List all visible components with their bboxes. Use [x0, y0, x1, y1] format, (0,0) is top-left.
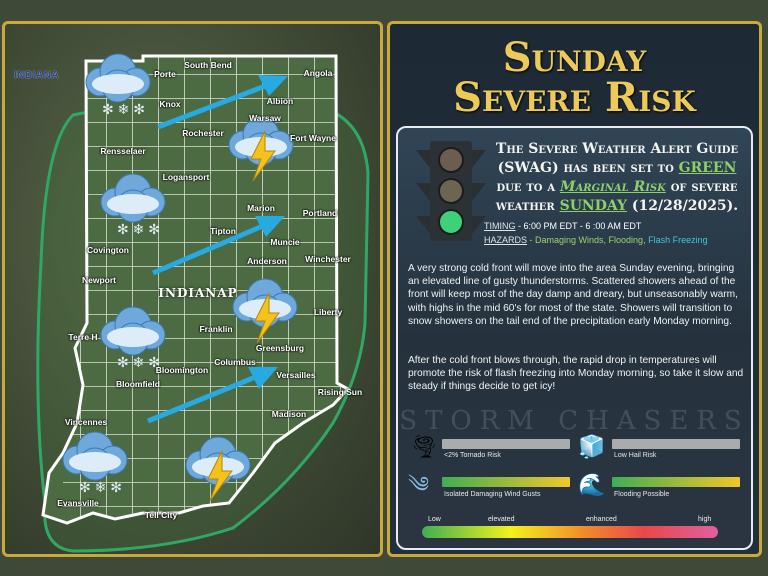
info-card: STORM CHASERS The Severe Weather Alert G…: [396, 126, 753, 550]
tornado-risk-label: <2% Tornado Risk: [444, 452, 501, 459]
thunderstorm-cloud-icon: [185, 436, 251, 502]
indiana-map: ✻ ❄ ✻ ✻ ❄ ✻ ✻ ❄ ✻ ✻ ❄ ✻: [36, 53, 370, 553]
city-label: Albion: [266, 96, 294, 106]
city-label: Versailles: [276, 370, 316, 380]
city-label: Logansport: [162, 172, 210, 182]
scale-high: high: [698, 516, 712, 523]
city-label: Knox: [159, 99, 181, 109]
map-panel: ✻ ❄ ✻ ✻ ❄ ✻ ✻ ❄ ✻ ✻ ❄ ✻ INDIANA INDIANAP So…: [2, 21, 383, 557]
indiana-logo: INDIANA: [14, 70, 60, 81]
traffic-light-icon: [416, 141, 486, 241]
snow-cloud-icon: ✻ ❄ ✻: [62, 431, 128, 495]
city-label: Winchester: [305, 254, 351, 264]
thunderstorm-cloud-icon: [232, 278, 298, 344]
city-label: Covington: [86, 245, 130, 255]
city-label: Greensburg: [255, 343, 305, 353]
snow-cloud-icon: ✻ ❄ ✻ ✻ ❄ ✻ ✻ ❄ ✻ ✻ ❄ ✻: [62, 53, 166, 495]
svg-text:✻ ❄ ✻: ✻ ❄ ✻: [117, 221, 160, 237]
risk-day: SUNDAY: [559, 198, 628, 214]
city-label: Bloomington: [155, 365, 209, 375]
city-label: Tipton: [210, 226, 236, 236]
hail-icon: 🧊: [578, 434, 606, 459]
storm-chasers-watermark: STORM CHASERS: [399, 406, 750, 436]
city-label: Tell City: [144, 510, 178, 520]
snow-cloud-icon: ✻ ❄ ✻: [85, 53, 151, 117]
city-label: Marion: [247, 203, 275, 213]
flood-risk-bar: [612, 477, 740, 487]
city-label: Vincennes: [64, 417, 108, 427]
title-line-1: Sunday: [502, 34, 647, 81]
svg-text:✻ ❄ ✻: ✻ ❄ ✻: [102, 101, 145, 117]
scale-enhanced: enhanced: [586, 516, 617, 523]
hail-risk-label: Low Hail Risk: [614, 452, 657, 459]
svg-text:✻ ❄ ✻: ✻ ❄ ✻: [117, 354, 160, 370]
tornado-icon: 🌪: [410, 434, 438, 459]
wind-risk-bar: [442, 477, 570, 487]
swag-level: GREEN: [678, 160, 737, 176]
flood-wave-icon: 🌊: [578, 472, 606, 497]
forecast-paragraph-1: A very strong cold front will move into …: [408, 263, 738, 327]
city-label: Anderson: [247, 256, 287, 266]
risk-category: Marginal Risk: [560, 179, 666, 195]
hazards-line: HAZARDS - Damaging Winds, Flooding, Flas…: [484, 235, 708, 245]
city-label: Newport: [82, 275, 116, 285]
wind-icon: ༄: [408, 472, 430, 497]
city-label: Porte: [154, 69, 176, 79]
city-label: Terre H: [68, 332, 98, 342]
hail-risk-bar: [612, 439, 740, 449]
scale-low: Low: [428, 516, 441, 523]
city-label: Madison: [271, 409, 307, 419]
city-label: Bloomfield: [116, 379, 160, 389]
city-label: South Bend: [184, 60, 232, 70]
swag-statement: The Severe Weather Alert Guide (SWAG) ha…: [495, 141, 739, 214]
tornado-risk-bar: [442, 439, 570, 449]
city-label: Angola: [303, 68, 333, 78]
city-label: Rochester: [182, 128, 224, 138]
city-label: Franklin: [199, 324, 233, 334]
risk-scale-bar: [422, 526, 718, 538]
city-label: Liberty: [313, 307, 343, 317]
city-label: Muncie: [270, 237, 300, 247]
svg-text:✻ ❄ ✻: ✻ ❄ ✻: [79, 479, 122, 495]
wind-arrow-icon: [147, 75, 288, 424]
info-panel: Sunday Severe Risk STORM CHASERS The Sev…: [387, 21, 762, 557]
scale-elevated: elevated: [488, 516, 515, 523]
title-line-2: Severe Risk: [453, 74, 696, 121]
city-label: Fort Wayne: [290, 133, 336, 143]
flood-risk-label: Flooding Possible: [614, 491, 670, 498]
city-label: Evansville: [57, 498, 99, 508]
timing-line: TIMING - 6:00 PM EDT - 6 :00 AM EDT: [484, 221, 642, 231]
city-label: Columbus: [214, 357, 256, 367]
snow-cloud-icon: ✻ ❄ ✻: [100, 306, 166, 370]
snow-cloud-icon: ✻ ❄ ✻: [100, 173, 166, 237]
thunderstorm-cloud-icon: [228, 116, 294, 182]
city-label: Rensselaer: [100, 146, 146, 156]
thunderstorm-cloud-icon: [185, 116, 298, 502]
wind-risk-label: Isolated Damaging Wind Gusts: [444, 491, 541, 498]
capital-label: INDIANAP: [158, 286, 238, 300]
city-label: Portland: [302, 208, 338, 218]
forecast-paragraph-2: After the cold front blows through, the …: [408, 355, 744, 393]
city-label: Warsaw: [249, 113, 281, 123]
city-label: Rising Sun: [317, 387, 363, 397]
